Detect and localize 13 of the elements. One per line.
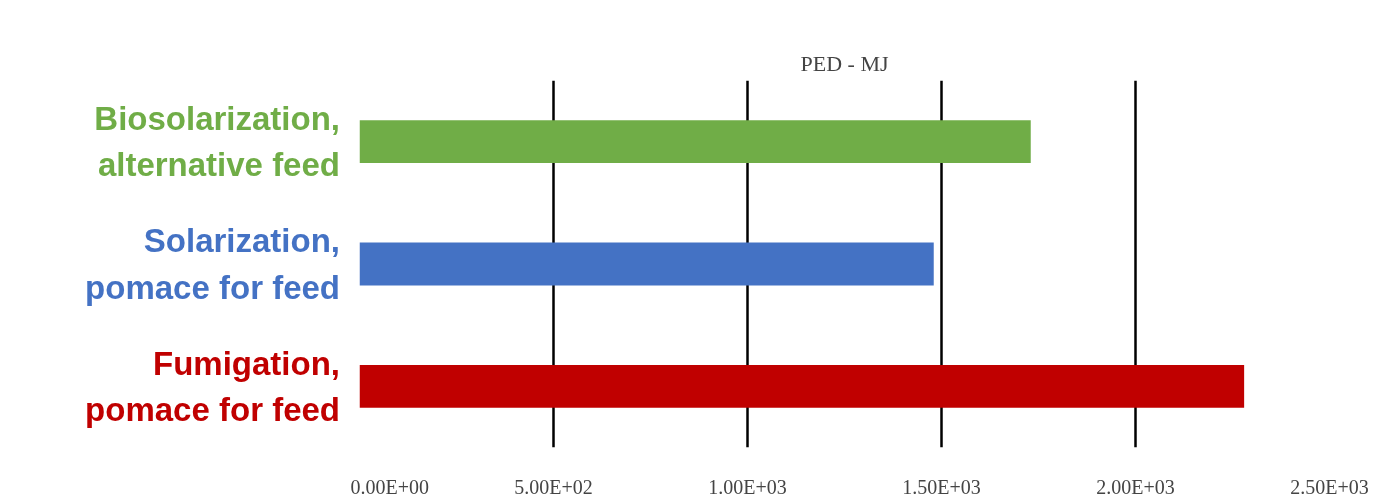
bar xyxy=(359,364,1245,408)
x-tick-label: 2.50E+03 xyxy=(1290,475,1369,498)
chart-title: PED - MJ xyxy=(800,50,889,76)
y-tick-label: Fumigation, pomace for feed xyxy=(85,344,341,428)
bar xyxy=(359,242,934,286)
x-tick-label: 0.00E+00 xyxy=(350,475,429,498)
bar xyxy=(359,120,1031,164)
y-tick-label: Solarization, pomace for feed xyxy=(85,222,341,306)
x-tick-label: 1.00E+03 xyxy=(708,475,787,498)
y-tick-label: Biosolarization, alternative feed xyxy=(94,100,341,184)
x-tick-label: 5.00E+02 xyxy=(514,475,593,498)
x-tick-label: 1.50E+03 xyxy=(902,475,981,498)
x-tick-label: 2.00E+03 xyxy=(1096,475,1175,498)
